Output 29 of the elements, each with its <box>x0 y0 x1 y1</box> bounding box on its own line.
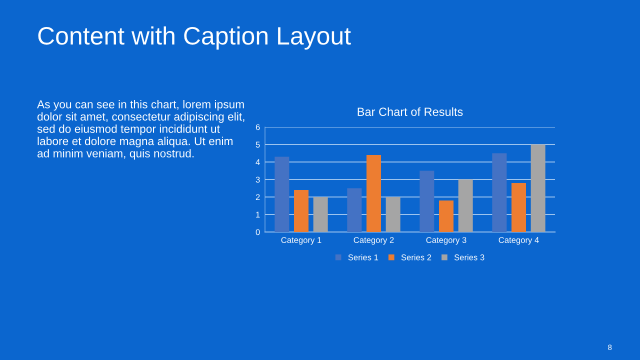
bar <box>458 180 473 232</box>
y-tick-label: 2 <box>256 194 260 200</box>
chart-title: Bar Chart of Results <box>358 107 463 116</box>
x-tick-label: Category 3 <box>426 237 466 245</box>
y-tick-label: 6 <box>256 124 260 130</box>
bar <box>492 153 507 232</box>
text: As you can see in this chart, lorem ipsum dolor sit amet, consectetur adipiscing elit, sed do eiusmod tempor incididunt ut labore et dolore magna aliqua. Ut enim ad minim veniam, quis nostrud. <box>37 100 244 160</box>
y-tick-label: 3 <box>256 176 260 183</box>
bar <box>386 197 400 232</box>
x-tick-label: Category 4 <box>498 237 539 245</box>
y-tick-label: 4 <box>256 159 260 166</box>
y-tick-label: 1 <box>256 212 260 218</box>
bar <box>439 200 454 232</box>
bar <box>274 156 290 232</box>
bar <box>313 197 328 232</box>
bar <box>512 183 526 232</box>
legend-label: Series 1 <box>348 254 378 260</box>
bar <box>347 188 362 232</box>
bar <box>294 190 308 232</box>
x-tick-label: Category 2 <box>354 237 394 245</box>
legend-label: Series 2 <box>401 254 432 260</box>
y-tick-label: 5 <box>256 142 260 148</box>
legend-label: Series 3 <box>454 254 484 260</box>
bar <box>420 170 434 232</box>
y-tick-label: 0 <box>256 229 260 236</box>
x-tick-label: Category 1 <box>281 237 322 245</box>
bar <box>366 155 381 232</box>
text: Content with Caption Layout <box>38 26 351 50</box>
bar <box>530 144 546 232</box>
